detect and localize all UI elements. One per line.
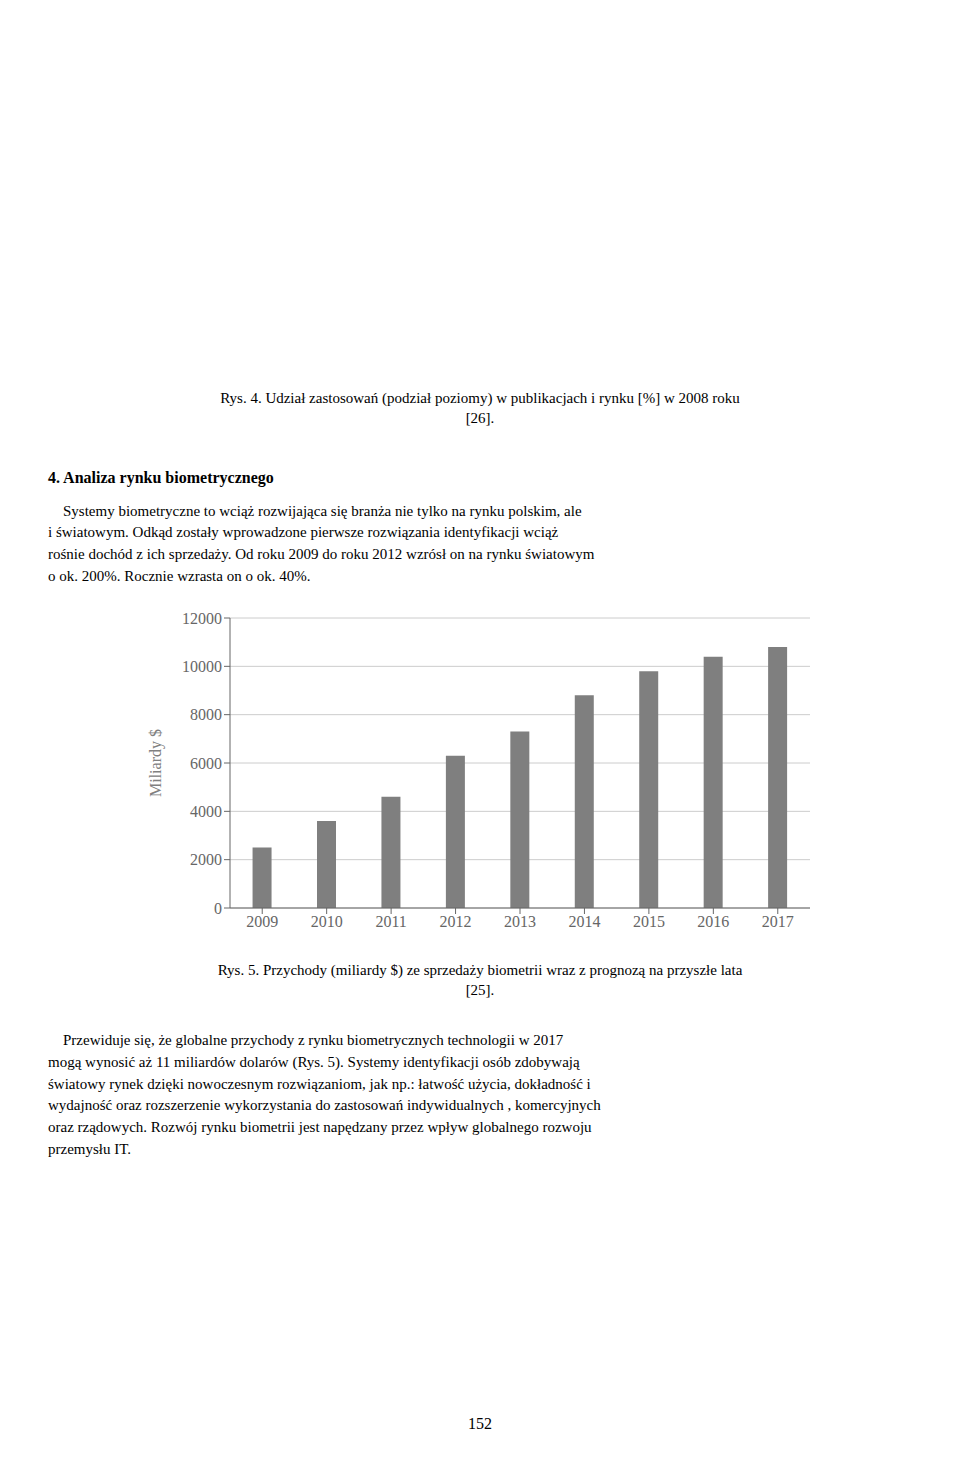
svg-text:8000: 8000: [190, 706, 222, 723]
html-text:Rys. 5. Przychody (miliardy $): Rys. 5. Przychody (miliardy $) ze sprzed…: [217, 961, 743, 998]
svg-text:Miliardy $: Miliardy $: [147, 729, 165, 797]
svg-text:12000: 12000: [182, 609, 222, 626]
svg-text:2017: 2017: [762, 913, 794, 930]
svg-text:2011: 2011: [375, 913, 406, 930]
svg-text:2012: 2012: [440, 913, 472, 930]
svg-text:4000: 4000: [190, 803, 222, 820]
html-text:Rys. 4. Udział zastosowań (pod: Rys. 4. Udział zastosowań (podział pozio…: [220, 390, 740, 427]
svg-text:2015: 2015: [633, 913, 665, 930]
svg-text:2009: 2009: [246, 913, 278, 930]
svg-text:2010: 2010: [311, 913, 343, 930]
svg-text:2014: 2014: [568, 913, 600, 930]
html-text:Przewiduje się, że globalne pr: Przewiduje się, że globalne przychody z …: [48, 1032, 601, 1157]
svg-text:0: 0: [214, 899, 222, 916]
svg-text:10000: 10000: [182, 658, 222, 675]
html-text:Systemy biometryczne to wciąż: Systemy biometryczne to wciąż rozwijając…: [48, 502, 595, 584]
svg-text:2000: 2000: [190, 851, 222, 868]
html-text:152: 152: [468, 1415, 492, 1432]
html-text:4. Analiza rynku biometryczneg: 4. Analiza rynku biometrycznego: [48, 468, 274, 486]
svg-text:2016: 2016: [697, 913, 729, 930]
svg-text:2013: 2013: [504, 913, 536, 930]
svg-text:6000: 6000: [190, 754, 222, 771]
